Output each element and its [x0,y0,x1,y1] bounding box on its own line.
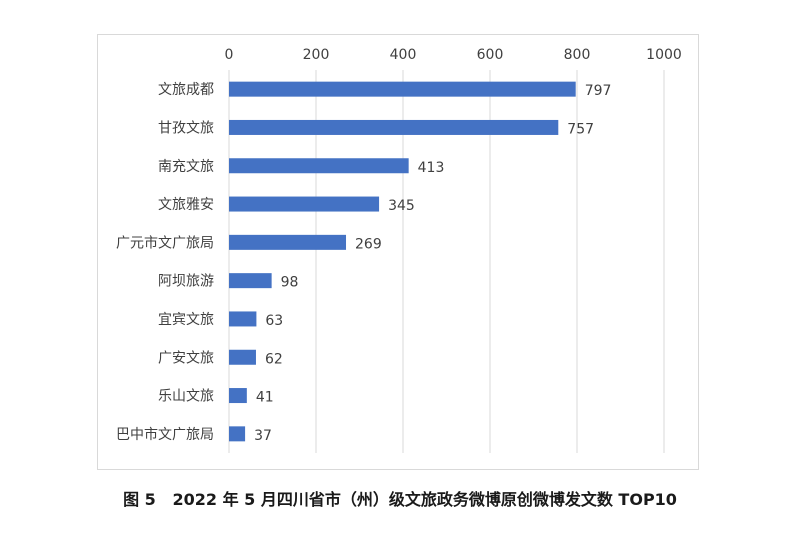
data-label-2: 413 [418,160,445,176]
x-tick-label-600: 600 [477,47,504,63]
x-tick-label-800: 800 [564,47,591,63]
bar-6 [229,311,257,327]
bar-chart: 0 200 400 600 800 1000 文旅成都 797 甘孜文旅 757 南充文旅 413 文旅… [116,47,682,453]
data-label-1: 757 [567,121,594,137]
category-label-3: 文旅雅安 [158,197,214,213]
data-label-8: 41 [256,390,274,406]
data-label-0: 797 [585,83,612,99]
category-label-6: 宜宾文旅 [158,312,214,328]
category-label-1: 甘孜文旅 [158,120,214,136]
data-label-3: 345 [388,198,415,214]
bar-8 [229,388,247,404]
category-label-7: 广安文旅 [158,350,214,366]
category-label-5: 阿坝旅游 [158,274,214,290]
bar-4 [229,234,347,250]
data-label-4: 269 [355,236,382,252]
category-label-4: 广元市文广旅局 [116,234,214,251]
bar-7 [229,349,256,365]
x-tick-label-1000: 1000 [646,47,682,63]
figure-caption: 图 5 2022 年 5 月四川省市（州）级文旅政务微博原创微博发文数 TOP1… [123,490,677,509]
x-tick-label-200: 200 [303,47,330,63]
chart-frame: 0 200 400 600 800 1000 文旅成都 797 甘孜文旅 757 南充文旅 413 文旅… [97,34,699,470]
bar-2 [229,158,409,174]
data-label-6: 63 [265,313,283,329]
bar-0 [229,81,576,97]
category-label-0: 文旅成都 [158,82,214,98]
bar-9 [229,426,246,442]
data-label-9: 37 [254,428,272,444]
x-tick-label-0: 0 [225,47,234,63]
category-label-9: 巴中市文广旅局 [116,426,214,443]
bar-5 [229,273,272,289]
data-label-5: 98 [281,275,299,291]
category-label-8: 乐山文旅 [158,389,214,405]
bar-1 [229,119,559,135]
bar-3 [229,196,380,212]
category-label-2: 南充文旅 [158,159,214,175]
data-label-7: 62 [265,351,283,367]
x-tick-label-400: 400 [390,47,417,63]
